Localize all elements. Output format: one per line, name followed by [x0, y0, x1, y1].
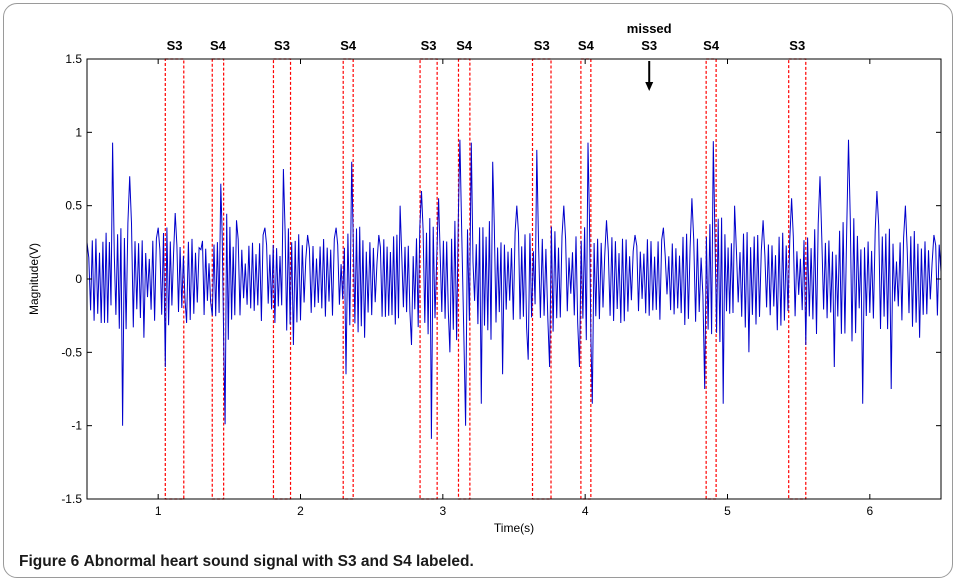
- marker-label-7: S3: [534, 38, 550, 53]
- annotations: missed S3: [627, 21, 672, 91]
- marker-label-3: S3: [274, 38, 290, 53]
- marker-label-6: S4: [456, 38, 473, 53]
- annotation-line1-0: missed: [627, 21, 672, 36]
- annotation-line2-0: S3: [641, 38, 657, 53]
- x-tick-label-4: 4: [582, 504, 589, 518]
- y-tick-label-3: 0: [75, 272, 82, 286]
- marker-label-10: S3: [789, 38, 805, 53]
- x-tick-label-1: 1: [155, 504, 162, 518]
- y-axis-label: Magnitude(V): [27, 243, 41, 315]
- marker-labels: S3 S4 S3 S4 S3 S4 S3 S4 S4 S3: [167, 38, 806, 53]
- y-tick-label-1: -1: [71, 419, 82, 433]
- signal-line-group: [86, 139, 942, 439]
- x-tick-label-3: 3: [439, 504, 446, 518]
- x-axis-label: Time(s): [494, 521, 534, 535]
- x-tick-label-6: 6: [866, 504, 873, 518]
- y-tick-label-5: 1: [75, 125, 82, 139]
- arrow-down-icon: [645, 82, 654, 91]
- x-tick-label-2: 2: [297, 504, 304, 518]
- marker-label-8: S4: [578, 38, 595, 53]
- y-tick-label-2: -0.5: [61, 345, 82, 359]
- figure-caption: Figure 6 Abnormal heart sound signal wit…: [19, 553, 474, 571]
- marker-label-5: S3: [421, 38, 437, 53]
- y-tick-label-6: 1.5: [65, 52, 82, 66]
- marker-label-2: S4: [210, 38, 227, 53]
- marker-label-1: S3: [167, 38, 183, 53]
- y-tick-label-0: -1.5: [61, 492, 82, 506]
- axes: 1 2 3 4 5 6 -1.5 -1 -0.5 0 0.5 1 1.5: [61, 52, 941, 518]
- marker-label-4: S4: [340, 38, 357, 53]
- caption-text: Abnormal heart sound signal with S3 and …: [83, 553, 474, 570]
- x-tick-label-5: 5: [724, 504, 731, 518]
- caption-label: Figure 6: [19, 553, 80, 570]
- marker-label-9: S4: [703, 38, 720, 53]
- y-tick-label-4: 0.5: [65, 199, 82, 213]
- signal-line: [86, 139, 942, 439]
